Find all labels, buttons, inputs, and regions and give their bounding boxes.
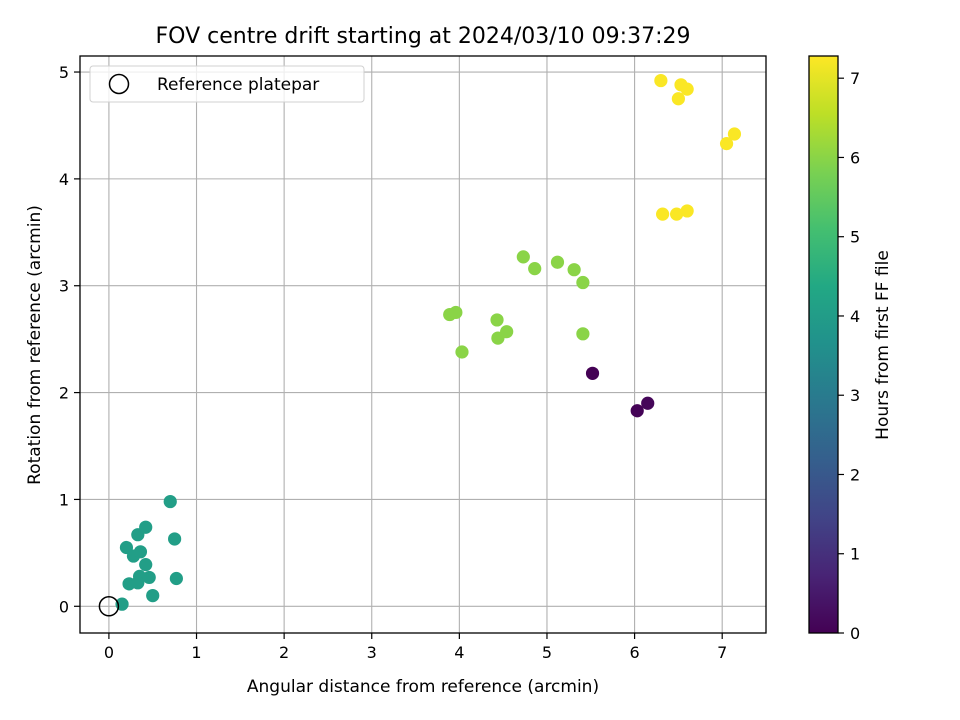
colorbar-tick-label: 4 (850, 307, 860, 326)
colorbar-ticks: 0 1 2 3 4 5 6 7 (838, 69, 860, 643)
reference-point (98, 596, 120, 617)
legend: Reference platepar (89, 65, 365, 103)
x-axis-label: Angular distance from reference (arcmin) (247, 677, 599, 697)
data-point (490, 313, 504, 327)
data-point (528, 262, 542, 276)
colorbar-label: Hours from first FF file (873, 250, 893, 440)
data-point (630, 404, 644, 418)
colorbar: 0 1 2 3 4 5 6 7 Hours from first FF file (808, 55, 893, 643)
x-tick-label: 4 (454, 643, 464, 662)
data-point (567, 263, 581, 277)
colorbar-tick-label: 1 (850, 545, 860, 564)
colorbar-tick-label: 0 (850, 624, 860, 643)
colorbar-tick-label: 5 (850, 228, 860, 247)
y-tick-label: 1 (59, 490, 69, 509)
colorbar-gradient (809, 56, 838, 633)
data-point (576, 275, 590, 290)
data-point (576, 327, 590, 341)
data-point (139, 520, 153, 534)
data-point (500, 325, 514, 339)
data-point (516, 250, 530, 264)
legend-marker-icon (108, 73, 130, 95)
colorbar-tick-label: 6 (850, 148, 860, 167)
x-axis-ticks: 0 1 2 3 4 5 6 7 (104, 633, 727, 662)
y-tick-label: 4 (59, 170, 69, 189)
data-point (131, 576, 145, 590)
y-tick-label: 3 (59, 277, 69, 296)
reference-marker (98, 596, 120, 617)
y-axis-ticks: 0 1 2 3 4 5 (59, 63, 80, 616)
colorbar-tick-label: 7 (850, 69, 860, 88)
data-point (142, 570, 156, 585)
x-tick-label: 1 (191, 643, 201, 662)
data-point (169, 571, 183, 586)
data-point (168, 532, 182, 546)
colorbar-tick-label: 2 (850, 465, 860, 484)
data-point (719, 137, 734, 151)
x-tick-label: 2 (279, 643, 289, 662)
data-point (654, 73, 668, 88)
data-point (449, 305, 463, 320)
colorbar-tick-label: 3 (850, 386, 860, 405)
y-axis-label: Rotation from reference (arcmin) (25, 205, 45, 485)
data-point (163, 494, 177, 509)
plot-frame (79, 55, 767, 634)
y-tick-label: 2 (59, 384, 69, 403)
data-point (680, 204, 694, 218)
x-tick-label: 3 (367, 643, 377, 662)
y-tick-label: 0 (59, 597, 69, 616)
data-point (133, 545, 148, 559)
chart-title: FOV centre drift starting at 2024/03/10 … (156, 24, 691, 49)
y-tick-label: 5 (59, 63, 69, 82)
data-point (146, 589, 160, 603)
x-tick-label: 0 (104, 643, 114, 662)
data-point (680, 82, 694, 96)
x-tick-label: 6 (629, 643, 639, 662)
data-point (550, 255, 565, 269)
data-point (139, 558, 153, 572)
data-point (656, 207, 670, 221)
data-points (115, 73, 742, 611)
data-point (671, 92, 685, 106)
plot-area: 0 1 2 3 4 5 6 7 0 1 2 3 4 5 (59, 55, 767, 662)
grid-lines (80, 56, 766, 633)
legend-box (89, 65, 365, 103)
legend-entry: Reference platepar (157, 75, 319, 95)
data-point (455, 345, 469, 359)
data-point (727, 127, 742, 141)
x-tick-label: 5 (542, 643, 552, 662)
data-point (670, 207, 684, 221)
x-tick-label: 7 (717, 643, 727, 662)
data-point (641, 396, 655, 410)
data-point (585, 366, 600, 380)
colorbar-frame (808, 55, 839, 634)
